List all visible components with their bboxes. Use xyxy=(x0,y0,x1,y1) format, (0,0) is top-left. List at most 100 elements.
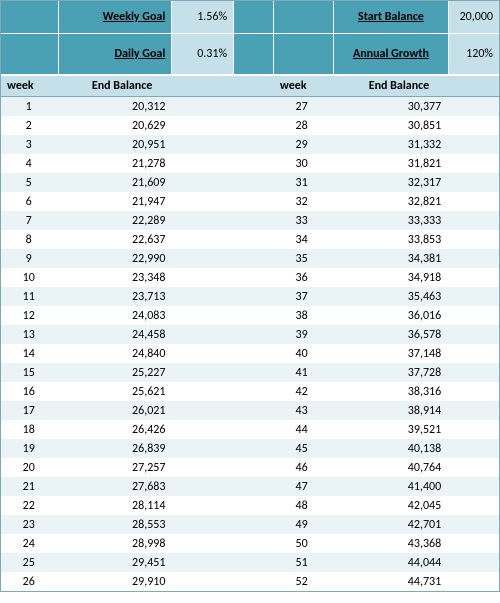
balance-cell: 27,683 xyxy=(56,480,175,494)
balance-cell: 40,764 xyxy=(330,461,451,475)
blank-cell xyxy=(234,1,274,33)
week-cell: 45 xyxy=(273,442,330,456)
table-row: 1826,426 4439,521 xyxy=(1,420,499,439)
balance-cell: 42,045 xyxy=(330,499,451,513)
balance-cell: 33,333 xyxy=(330,214,451,228)
table-row: 2228,1144842,045 xyxy=(1,496,499,515)
table-row: 1224,0833836,016 xyxy=(1,306,499,325)
week-cell: 9 xyxy=(1,252,56,266)
week-cell: 4 xyxy=(1,157,56,171)
week-cell: 5 xyxy=(1,176,56,190)
daily-goal-label: Daily Goal xyxy=(59,34,173,74)
balance-cell: 38,914 xyxy=(330,404,451,418)
table-row: 2328,553 4942,701 xyxy=(1,515,499,534)
weekly-goal-value: 1.56% xyxy=(172,1,234,33)
week-cell: 26 xyxy=(1,575,56,589)
table-row: 922,990 3534,381 xyxy=(1,249,499,268)
balance-cell: 43,368 xyxy=(330,537,451,551)
week-cell: 47 xyxy=(273,480,330,494)
blank-cell xyxy=(274,1,334,33)
daily-goal-value: 0.31% xyxy=(172,34,234,74)
table-row: 320,9512931,332 xyxy=(1,135,499,154)
week-cell: 16 xyxy=(1,385,56,399)
balance-cell: 37,148 xyxy=(330,347,451,361)
balance-cell: 32,821 xyxy=(330,195,451,209)
week-cell: 13 xyxy=(1,328,56,342)
week-cell: 33 xyxy=(273,214,330,228)
balance-cell: 25,621 xyxy=(56,385,175,399)
week-cell: 27 xyxy=(273,100,330,114)
week-cell: 19 xyxy=(1,442,56,456)
balance-cell: 26,426 xyxy=(56,423,175,437)
balance-cell: 24,458 xyxy=(56,328,175,342)
annual-growth-value: 120% xyxy=(449,34,499,74)
balance-cell: 23,348 xyxy=(56,271,175,285)
balance-cell: 36,016 xyxy=(330,309,451,323)
balance-cell: 20,629 xyxy=(56,119,175,133)
balance-cell: 25,227 xyxy=(56,366,175,380)
table-row: 2027,2574640,764 xyxy=(1,458,499,477)
balance-cell: 29,451 xyxy=(56,556,175,570)
week-cell: 48 xyxy=(273,499,330,513)
balance-cell: 37,728 xyxy=(330,366,451,380)
week-cell: 41 xyxy=(273,366,330,380)
week-cell: 32 xyxy=(273,195,330,209)
table-row: 1123,7133735,463 xyxy=(1,287,499,306)
week-cell: 20 xyxy=(1,461,56,475)
table-row: 2529,4515144,044 xyxy=(1,553,499,572)
week-cell: 12 xyxy=(1,309,56,323)
week-cell: 37 xyxy=(273,290,330,304)
week-cell: 7 xyxy=(1,214,56,228)
week-cell: 15 xyxy=(1,366,56,380)
balance-cell: 30,377 xyxy=(330,100,451,114)
week-cell: 28 xyxy=(273,119,330,133)
balance-cell: 22,990 xyxy=(56,252,175,266)
week-cell: 51 xyxy=(273,556,330,570)
table-row: 1324,458 3936,578 xyxy=(1,325,499,344)
col-week-right: week xyxy=(274,76,334,96)
week-cell: 36 xyxy=(273,271,330,285)
table-row: 220,629 2830,851 xyxy=(1,116,499,135)
week-cell: 49 xyxy=(273,518,330,532)
balance-cell: 21,278 xyxy=(56,157,175,171)
balance-cell: 39,521 xyxy=(330,423,451,437)
week-cell: 35 xyxy=(273,252,330,266)
balance-cell: 36,578 xyxy=(330,328,451,342)
balance-cell: 30,851 xyxy=(330,119,451,133)
week-cell: 52 xyxy=(273,575,330,589)
blank-cell xyxy=(1,34,59,74)
blank-cell xyxy=(449,76,499,96)
balance-cell: 32,317 xyxy=(330,176,451,190)
balance-cell: 28,553 xyxy=(56,518,175,532)
balance-cell: 41,400 xyxy=(330,480,451,494)
balance-cell: 35,463 xyxy=(330,290,451,304)
week-cell: 2 xyxy=(1,119,56,133)
balance-cell: 44,731 xyxy=(330,575,451,589)
week-cell: 44 xyxy=(273,423,330,437)
balance-cell: 26,839 xyxy=(56,442,175,456)
week-cell: 50 xyxy=(273,537,330,551)
col-end-balance-left: End Balance xyxy=(59,76,173,96)
balance-cell: 34,381 xyxy=(330,252,451,266)
week-cell: 21 xyxy=(1,480,56,494)
table-row: 2629,910 5244,731 xyxy=(1,572,499,591)
week-cell: 31 xyxy=(273,176,330,190)
balance-cell: 27,257 xyxy=(56,461,175,475)
week-cell: 23 xyxy=(1,518,56,532)
balance-cell: 42,701 xyxy=(330,518,451,532)
table-row: 421,2783031,821 xyxy=(1,154,499,173)
balance-cell: 21,609 xyxy=(56,176,175,190)
balance-cell: 29,910 xyxy=(56,575,175,589)
balance-cell: 26,021 xyxy=(56,404,175,418)
balance-cell: 44,044 xyxy=(330,556,451,570)
week-cell: 11 xyxy=(1,290,56,304)
table-row: 521,609 3132,317 xyxy=(1,173,499,192)
week-cell: 6 xyxy=(1,195,56,209)
balance-cell: 24,840 xyxy=(56,347,175,361)
week-cell: 18 xyxy=(1,423,56,437)
table-row: 722,2893333,333 xyxy=(1,211,499,230)
table-row: 1726,0214338,914 xyxy=(1,401,499,420)
week-cell: 39 xyxy=(273,328,330,342)
balance-cell: 28,998 xyxy=(56,537,175,551)
col-end-balance-right: End Balance xyxy=(334,76,450,96)
